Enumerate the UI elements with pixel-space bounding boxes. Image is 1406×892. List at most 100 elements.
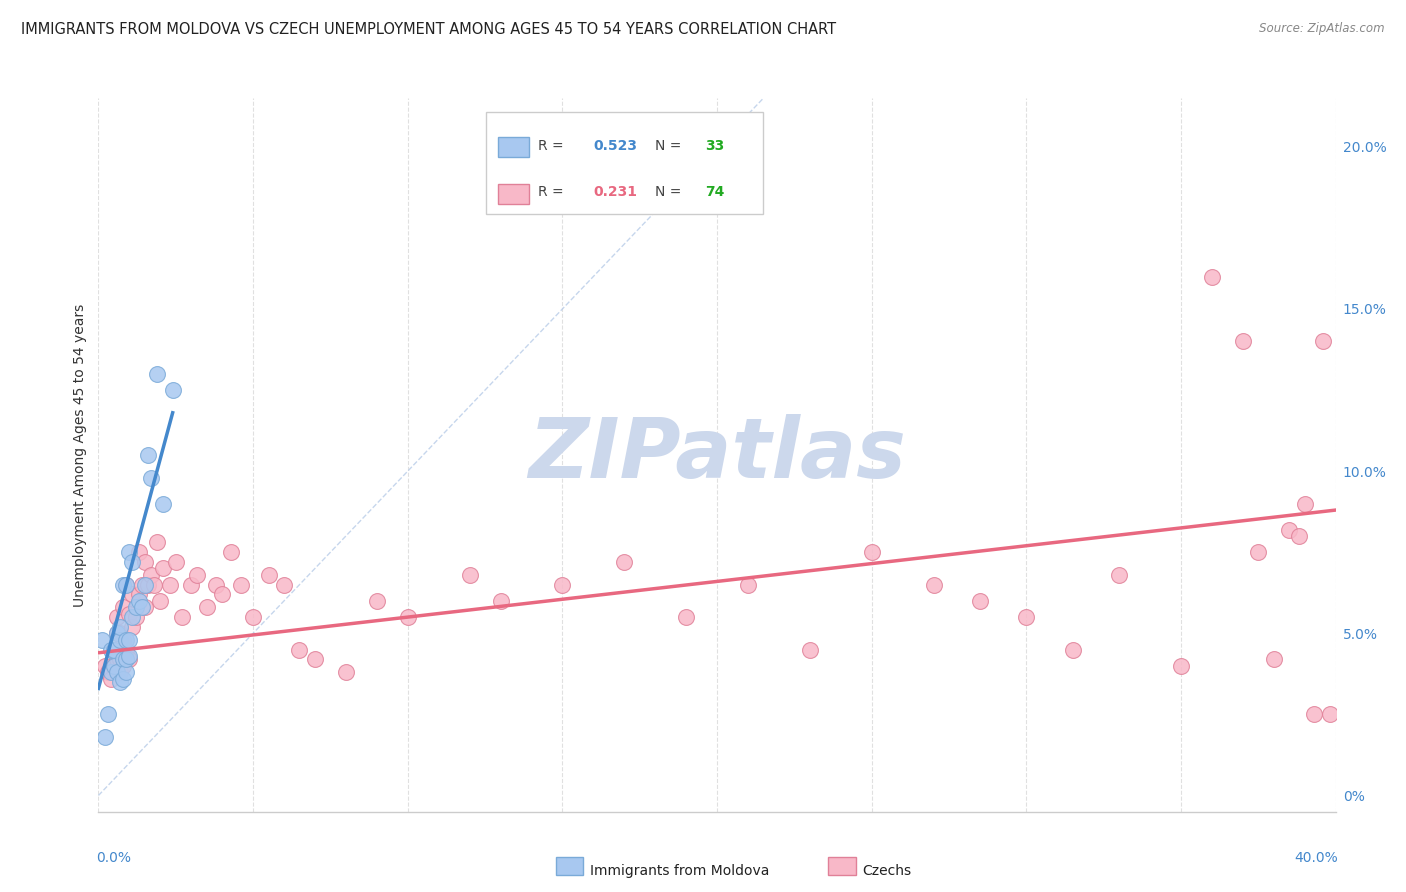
Point	[115, 665, 138, 680]
Point	[124, 600, 146, 615]
Text: Czechs: Czechs	[862, 863, 911, 878]
Point	[105, 626, 128, 640]
FancyBboxPatch shape	[485, 112, 763, 214]
Point	[1201, 269, 1223, 284]
FancyBboxPatch shape	[557, 856, 583, 874]
Point	[118, 632, 141, 647]
Point	[273, 577, 295, 591]
Point	[118, 607, 141, 621]
Point	[115, 577, 138, 591]
Point	[205, 577, 228, 591]
Point	[108, 665, 131, 680]
Point	[136, 448, 159, 462]
Point	[128, 594, 150, 608]
Point	[162, 383, 184, 397]
Point	[103, 658, 125, 673]
Text: 40.0%: 40.0%	[1295, 851, 1339, 865]
Point	[335, 665, 357, 680]
Point	[112, 672, 135, 686]
Point	[112, 600, 135, 615]
Point	[489, 594, 512, 608]
Point	[242, 610, 264, 624]
Point	[134, 600, 156, 615]
Point	[103, 658, 125, 673]
Point	[134, 555, 156, 569]
Point	[458, 568, 481, 582]
Point	[613, 555, 636, 569]
Text: R =: R =	[537, 186, 564, 199]
Point	[105, 652, 128, 666]
Point	[103, 642, 125, 657]
Point	[118, 545, 141, 559]
Point	[105, 610, 128, 624]
Point	[1319, 707, 1341, 722]
Point	[396, 610, 419, 624]
Point	[108, 675, 131, 690]
Text: ZIPatlas: ZIPatlas	[529, 415, 905, 495]
Point	[146, 367, 169, 381]
Text: 0.0%: 0.0%	[96, 851, 131, 865]
Point	[121, 620, 143, 634]
Point	[105, 626, 128, 640]
Y-axis label: Unemployment Among Ages 45 to 54 years: Unemployment Among Ages 45 to 54 years	[73, 303, 87, 607]
Point	[124, 610, 146, 624]
Point	[1278, 523, 1301, 537]
Point	[159, 577, 181, 591]
Point	[146, 535, 169, 549]
Point	[229, 577, 252, 591]
FancyBboxPatch shape	[498, 184, 529, 203]
Point	[108, 652, 131, 666]
Point	[1170, 658, 1192, 673]
Point	[100, 672, 122, 686]
Point	[136, 577, 159, 591]
Point	[922, 577, 945, 591]
Point	[551, 577, 574, 591]
Point	[1015, 610, 1038, 624]
Point	[1294, 497, 1316, 511]
FancyBboxPatch shape	[498, 137, 529, 157]
Point	[1312, 334, 1334, 349]
Point	[170, 610, 193, 624]
Point	[105, 665, 128, 680]
Point	[115, 652, 138, 666]
Point	[103, 642, 125, 657]
Point	[112, 577, 135, 591]
Point	[180, 577, 202, 591]
Point	[118, 652, 141, 666]
Text: 74: 74	[704, 186, 724, 199]
Point	[108, 620, 131, 634]
Point	[112, 652, 135, 666]
Point	[139, 470, 162, 484]
Point	[97, 707, 120, 722]
Point	[1263, 652, 1285, 666]
Point	[221, 545, 243, 559]
Text: 0.231: 0.231	[593, 186, 637, 199]
Point	[128, 545, 150, 559]
Point	[131, 600, 153, 615]
Point	[139, 568, 162, 582]
Text: 0.523: 0.523	[593, 139, 637, 153]
Text: Source: ZipAtlas.com: Source: ZipAtlas.com	[1260, 22, 1385, 36]
Text: Immigrants from Moldova: Immigrants from Moldova	[589, 863, 769, 878]
Point	[366, 594, 388, 608]
Point	[90, 632, 112, 647]
Point	[149, 594, 172, 608]
Text: R =: R =	[537, 139, 564, 153]
Point	[165, 555, 187, 569]
Point	[675, 610, 697, 624]
Point	[108, 632, 131, 647]
Point	[211, 587, 233, 601]
Point	[304, 652, 326, 666]
Point	[121, 555, 143, 569]
Point	[152, 497, 174, 511]
Point	[143, 577, 166, 591]
Point	[257, 568, 280, 582]
Point	[799, 642, 821, 657]
Point	[152, 561, 174, 575]
FancyBboxPatch shape	[828, 856, 856, 874]
Point	[1303, 707, 1326, 722]
Point	[186, 568, 208, 582]
Text: N =: N =	[655, 139, 682, 153]
Point	[1108, 568, 1130, 582]
Point	[115, 577, 138, 591]
